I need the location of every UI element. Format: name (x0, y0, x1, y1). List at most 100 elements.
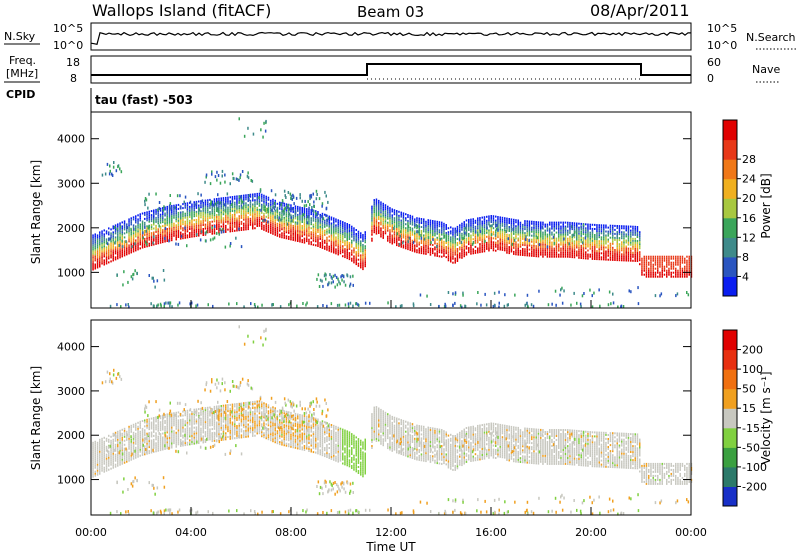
power-cell (362, 260, 364, 263)
power-cell (607, 246, 609, 249)
power-cell (479, 217, 481, 219)
power-cell (526, 244, 528, 247)
power-cell (564, 233, 567, 236)
power-cell (360, 236, 362, 239)
power-cell (373, 207, 375, 210)
power-cell (371, 205, 373, 208)
power-cell (144, 239, 146, 242)
power-cell (130, 219, 132, 222)
velocity-cell (94, 452, 96, 455)
power-cell (373, 225, 375, 228)
power-cell (373, 215, 375, 218)
power-cell (603, 228, 605, 231)
power-cell (483, 238, 486, 241)
power-cell (195, 230, 198, 233)
power-cell (94, 247, 96, 250)
power-cell (580, 238, 582, 241)
power-cell (290, 206, 292, 209)
power-cell (267, 224, 270, 227)
power-cell (407, 228, 409, 230)
power-cell (637, 286, 639, 290)
power-cell (501, 242, 504, 245)
power-cell (411, 241, 414, 244)
power-cell (355, 237, 357, 239)
power-cell (299, 208, 301, 211)
power-cell (479, 229, 481, 231)
power-cell (497, 226, 499, 228)
power-cell (96, 234, 99, 237)
power-cell (544, 223, 546, 226)
power-cell (159, 219, 162, 222)
power-cell (193, 229, 195, 232)
power-cell (416, 235, 418, 238)
nsky-trace (90, 31, 692, 45)
power-cell (186, 212, 189, 215)
power-cell (400, 230, 402, 234)
power-cell (484, 239, 486, 243)
power-cell (423, 222, 425, 225)
power-cell (110, 260, 112, 263)
power-cell (641, 261, 643, 264)
power-cell (229, 206, 231, 209)
power-cell (468, 225, 470, 227)
power-cell (229, 182, 231, 186)
power-cell (287, 208, 290, 212)
power-cell (335, 240, 337, 243)
power-cell (622, 305, 625, 308)
power-cell (387, 215, 389, 218)
power-cell (239, 176, 241, 180)
power-cell (267, 208, 270, 211)
power-cell (560, 235, 562, 238)
power-cell (522, 243, 524, 246)
power-cell (112, 253, 114, 256)
power-cell (531, 254, 533, 257)
power-cell (627, 225, 630, 228)
power-cell (348, 256, 351, 259)
power-cell (573, 222, 576, 225)
power-cell (322, 217, 325, 221)
y-tick-label: 1000 (57, 266, 85, 279)
power-cell (252, 213, 254, 216)
power-cell (495, 231, 497, 234)
power-cell (636, 228, 639, 230)
power-cell (304, 199, 306, 203)
power-cell (391, 208, 393, 211)
power-cell (411, 221, 414, 224)
power-cell (639, 237, 641, 240)
velocity-cell (94, 460, 96, 463)
power-cell (546, 241, 549, 244)
power-cell (234, 209, 236, 212)
power-cell (173, 234, 175, 237)
power-cell (465, 227, 468, 230)
power-cell (290, 238, 292, 241)
power-cell (477, 251, 479, 254)
power-cell (204, 227, 207, 230)
power-cell (121, 225, 123, 228)
power-cell (357, 230, 360, 233)
power-cell (627, 251, 630, 254)
power-cell (135, 245, 137, 248)
power-cell (609, 232, 612, 235)
power-cell (679, 259, 681, 262)
velocity-cell (114, 453, 117, 456)
power-cell (166, 240, 168, 242)
power-cell (587, 253, 589, 256)
power-cell (218, 215, 220, 218)
power-cell (479, 251, 481, 254)
power-cell (465, 229, 468, 232)
power-cell (384, 232, 387, 235)
power-cell (398, 226, 400, 229)
power-cell (193, 203, 196, 207)
power-cell (346, 257, 348, 260)
power-cell (236, 217, 238, 220)
power-cell (657, 269, 659, 272)
power-cell (263, 228, 265, 231)
power-cell (598, 224, 600, 227)
power-cell (99, 249, 101, 252)
power-cell (630, 243, 632, 246)
nave-label: Nave (752, 63, 780, 76)
power-cell (582, 233, 585, 236)
power-cell (623, 231, 625, 234)
power-cell (339, 282, 341, 286)
power-cell (202, 219, 204, 222)
